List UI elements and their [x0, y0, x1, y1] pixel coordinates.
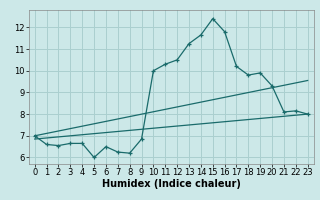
X-axis label: Humidex (Indice chaleur): Humidex (Indice chaleur) [102, 179, 241, 189]
